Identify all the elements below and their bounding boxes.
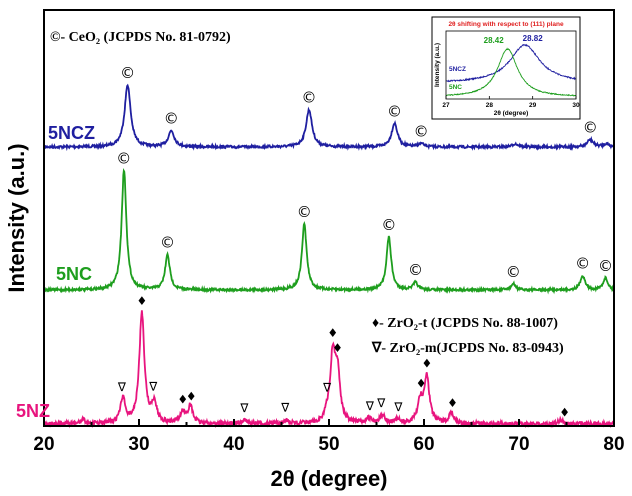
inset-line-5ncz xyxy=(445,43,577,83)
zro2-t-marker: ♦ xyxy=(177,393,188,407)
inset-x-axis-title: 2θ (degree) xyxy=(494,110,529,117)
inset-chart: 2θ shifting with respect to (111) plane … xyxy=(431,16,581,120)
zro2-t-marker: ♦ xyxy=(332,341,343,355)
series-line-5ncz xyxy=(43,83,615,152)
ceo2-marker-5ncz: © xyxy=(387,102,402,120)
ceo2-marker-5ncz: © xyxy=(164,109,179,127)
ceo2-marker-5nc: © xyxy=(408,261,423,279)
zro2-t-marker: ♦ xyxy=(421,356,432,370)
zro2-t-marker: ♦ xyxy=(559,405,570,419)
x-tick-label: 40 xyxy=(223,434,244,455)
series-label-5nc: 5NC xyxy=(56,264,92,284)
inset-peak-label-5ncz: 28.82 xyxy=(523,34,544,43)
inset-peak-label-5nc: 28.42 xyxy=(484,36,505,45)
ceo2-marker-5ncz: © xyxy=(302,89,317,107)
zro2-t-marker: ♦ xyxy=(186,390,197,404)
legend-zro2-m: ∇- ZrO₂-m(JCPDS No. 83-0943) xyxy=(371,341,564,356)
legend-ceo2: ©- CeO₂ (JCPDS No. 81-0792) xyxy=(50,30,231,45)
zro2-m-marker: ∇ xyxy=(239,401,249,415)
ceo2-marker-5nc: © xyxy=(116,149,131,167)
zro2-m-marker: ∇ xyxy=(376,396,386,410)
ceo2-marker-5nc: © xyxy=(506,263,521,281)
x-tick-label: 50 xyxy=(318,434,339,455)
inset-series xyxy=(445,43,577,97)
zro2-m-marker: ∇ xyxy=(280,401,290,415)
ceo2-marker-5nc: © xyxy=(598,257,613,275)
inset-plot-frame xyxy=(445,30,577,100)
inset-x-tick-label: 29 xyxy=(529,102,537,109)
x-tick-label: 60 xyxy=(413,434,434,455)
inset-series-label-5nc: 5NC xyxy=(449,84,462,91)
ceo2-marker-5nc: © xyxy=(160,234,175,252)
legend-zro2-t: ♦- ZrO₂-t (JCPDS No. 88-1007) xyxy=(372,316,558,331)
inset-line-5nc xyxy=(445,47,577,97)
zro2-m-marker: ∇ xyxy=(365,399,375,413)
zro2-t-marker: ♦ xyxy=(136,294,147,308)
inset-y-axis-title: Intensity (a.u.) xyxy=(434,43,441,87)
series-line-5nc xyxy=(43,168,615,295)
inset-frame xyxy=(431,16,581,120)
ceo2-marker-5ncz: © xyxy=(414,122,429,140)
x-tick-label: 20 xyxy=(33,434,54,455)
zro2-t-marker: ♦ xyxy=(327,326,338,340)
zro2-t-marker: ♦ xyxy=(447,396,458,410)
inset-series-label-5ncz: 5NCZ xyxy=(449,66,466,73)
y-axis-title: Intensity (a.u.) xyxy=(4,143,29,292)
series-label-5ncz: 5NCZ xyxy=(48,123,95,143)
zro2-m-marker: ∇ xyxy=(322,380,332,394)
inset-x-tick-label: 27 xyxy=(442,102,450,109)
inset-x-tick-label: 30 xyxy=(572,102,580,109)
ceo2-marker-5nc: © xyxy=(575,254,590,272)
marker-layer: ©©©©© ©©©©©© © © ©♦♦♦♦♦♦♦♦♦∇ ∇∇ ∇∇∇ ∇ ∇ xyxy=(116,64,613,420)
x-tick-label: 70 xyxy=(508,434,529,455)
ceo2-marker-5ncz: © xyxy=(120,64,135,82)
zro2-t-marker: ♦ xyxy=(416,376,427,390)
x-tick-label: 80 xyxy=(603,434,624,455)
zro2-m-marker: ∇ xyxy=(148,379,158,393)
x-axis-title: 2θ (degree) xyxy=(270,466,387,491)
x-axis-ticks: 20 30 40 50 60 70 80 xyxy=(33,419,625,455)
series-label-5nz: 5NZ xyxy=(16,401,50,421)
inset-x-tick-label: 28 xyxy=(486,102,494,109)
x-tick-label: 30 xyxy=(128,434,149,455)
zro2-m-marker: ∇ xyxy=(393,400,403,414)
ceo2-marker-5nc: © xyxy=(297,203,312,221)
ceo2-marker-5nc: © xyxy=(381,216,396,234)
ceo2-marker-5ncz: © xyxy=(583,118,598,136)
inset-title: 2θ shifting with respect to (111) plane xyxy=(448,21,564,28)
zro2-m-marker: ∇ xyxy=(117,380,127,394)
